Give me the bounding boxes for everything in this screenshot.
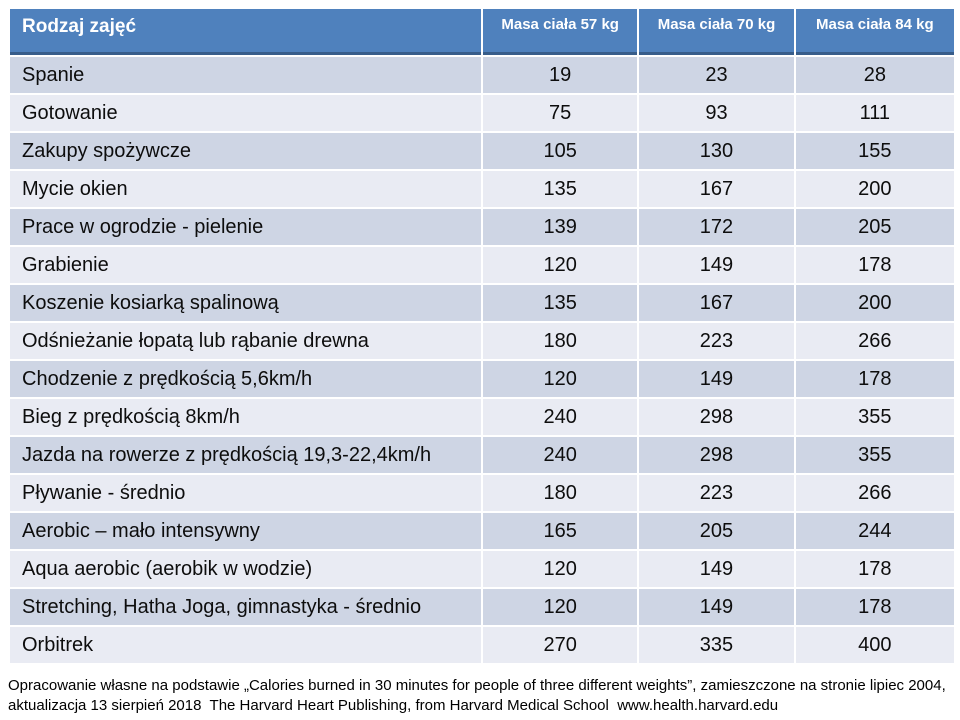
table-row: Mycie okien 135 167 200 [10, 171, 954, 207]
value-cell-84: 205 [795, 209, 954, 245]
value-cell-57: 75 [483, 95, 638, 131]
value-cell-84: 200 [795, 285, 954, 321]
table-row: Orbitrek 270 335 400 [10, 627, 954, 663]
value-cell-70: 298 [639, 399, 794, 435]
table-row: Prace w ogrodzie - pielenie 139 172 205 [10, 209, 954, 245]
value-cell-84: 355 [795, 437, 954, 473]
value-cell-84: 155 [795, 133, 954, 169]
column-header-weight-84: Masa ciała 84 kg [795, 9, 954, 55]
activity-cell: Chodzenie z prędkością 5,6km/h [10, 361, 481, 397]
value-cell-57: 139 [483, 209, 638, 245]
value-cell-57: 135 [483, 285, 638, 321]
calories-table: Rodzaj zajęć Masa ciała 57 kg Masa ciała… [8, 7, 956, 665]
value-cell-70: 167 [639, 285, 794, 321]
value-cell-70: 298 [639, 437, 794, 473]
activity-cell: Spanie [10, 57, 481, 93]
table-row: Grabienie 120 149 178 [10, 247, 954, 283]
value-cell-84: 28 [795, 57, 954, 93]
table-row: Spanie 19 23 28 [10, 57, 954, 93]
table-header-row: Rodzaj zajęć Masa ciała 57 kg Masa ciała… [10, 9, 954, 55]
value-cell-70: 223 [639, 475, 794, 511]
value-cell-57: 135 [483, 171, 638, 207]
activity-cell: Mycie okien [10, 171, 481, 207]
value-cell-84: 355 [795, 399, 954, 435]
value-cell-84: 244 [795, 513, 954, 549]
value-cell-84: 111 [795, 95, 954, 131]
activity-cell: Grabienie [10, 247, 481, 283]
value-cell-84: 178 [795, 589, 954, 625]
value-cell-70: 149 [639, 247, 794, 283]
column-header-weight-70: Masa ciała 70 kg [639, 9, 794, 55]
value-cell-70: 172 [639, 209, 794, 245]
value-cell-70: 335 [639, 627, 794, 663]
value-cell-84: 200 [795, 171, 954, 207]
activity-cell: Stretching, Hatha Joga, gimnastyka - śre… [10, 589, 481, 625]
value-cell-70: 149 [639, 361, 794, 397]
source-note-line1: Opracowanie własne na podstawie „Calorie… [8, 677, 946, 694]
value-cell-57: 120 [483, 551, 638, 587]
activity-cell: Prace w ogrodzie - pielenie [10, 209, 481, 245]
table-row: Bieg z prędkością 8km/h 240 298 355 [10, 399, 954, 435]
table-row: Gotowanie 75 93 111 [10, 95, 954, 131]
activity-cell: Zakupy spożywcze [10, 133, 481, 169]
value-cell-57: 19 [483, 57, 638, 93]
value-cell-57: 120 [483, 361, 638, 397]
value-cell-70: 93 [639, 95, 794, 131]
activity-cell: Aerobic – mało intensywny [10, 513, 481, 549]
table-row: Pływanie - średnio 180 223 266 [10, 475, 954, 511]
value-cell-57: 120 [483, 247, 638, 283]
column-header-activity: Rodzaj zajęć [10, 9, 481, 55]
value-cell-70: 205 [639, 513, 794, 549]
table-row: Jazda na rowerze z prędkością 19,3-22,4k… [10, 437, 954, 473]
value-cell-57: 180 [483, 475, 638, 511]
activity-cell: Jazda na rowerze z prędkością 19,3-22,4k… [10, 437, 481, 473]
value-cell-57: 240 [483, 399, 638, 435]
source-note: Opracowanie własne na podstawie „Calorie… [8, 676, 956, 716]
value-cell-57: 180 [483, 323, 638, 359]
table-row: Odśnieżanie łopatą lub rąbanie drewna 18… [10, 323, 954, 359]
activity-cell: Gotowanie [10, 95, 481, 131]
column-header-weight-57: Masa ciała 57 kg [483, 9, 638, 55]
table-row: Stretching, Hatha Joga, gimnastyka - śre… [10, 589, 954, 625]
table-row: Aqua aerobic (aerobik w wodzie) 120 149 … [10, 551, 954, 587]
value-cell-84: 178 [795, 247, 954, 283]
value-cell-84: 178 [795, 551, 954, 587]
value-cell-84: 400 [795, 627, 954, 663]
table-row: Koszenie kosiarką spalinową 135 167 200 [10, 285, 954, 321]
activity-cell: Koszenie kosiarką spalinową [10, 285, 481, 321]
value-cell-70: 223 [639, 323, 794, 359]
value-cell-57: 120 [483, 589, 638, 625]
value-cell-70: 23 [639, 57, 794, 93]
activity-cell: Aqua aerobic (aerobik w wodzie) [10, 551, 481, 587]
activity-cell: Bieg z prędkością 8km/h [10, 399, 481, 435]
value-cell-57: 165 [483, 513, 638, 549]
activity-cell: Odśnieżanie łopatą lub rąbanie drewna [10, 323, 481, 359]
value-cell-57: 105 [483, 133, 638, 169]
activity-cell: Orbitrek [10, 627, 481, 663]
value-cell-70: 149 [639, 589, 794, 625]
value-cell-70: 130 [639, 133, 794, 169]
value-cell-84: 266 [795, 475, 954, 511]
table-row: Zakupy spożywcze 105 130 155 [10, 133, 954, 169]
activity-cell: Pływanie - średnio [10, 475, 481, 511]
value-cell-70: 167 [639, 171, 794, 207]
value-cell-57: 240 [483, 437, 638, 473]
table-row: Aerobic – mało intensywny 165 205 244 [10, 513, 954, 549]
value-cell-84: 266 [795, 323, 954, 359]
value-cell-84: 178 [795, 361, 954, 397]
table-row: Chodzenie z prędkością 5,6km/h 120 149 1… [10, 361, 954, 397]
value-cell-57: 270 [483, 627, 638, 663]
value-cell-70: 149 [639, 551, 794, 587]
source-note-line2: aktualizacja 13 sierpień 2018 The Harvar… [8, 697, 779, 714]
